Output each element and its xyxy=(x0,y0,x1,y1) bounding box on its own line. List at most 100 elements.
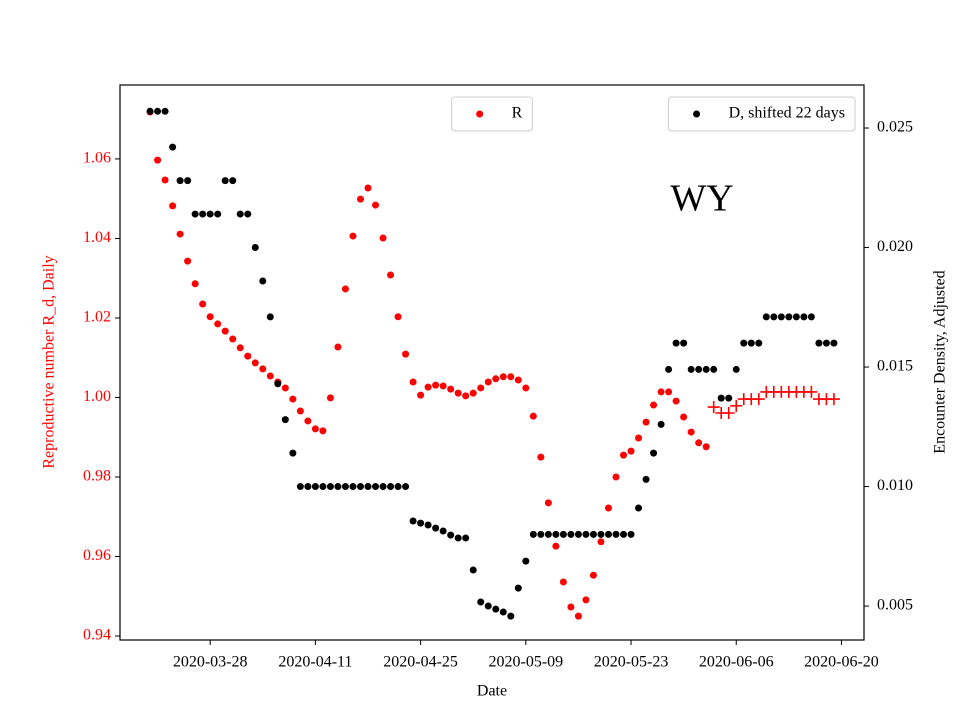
data-point xyxy=(169,143,177,151)
data-point xyxy=(432,524,440,532)
data-point xyxy=(161,107,169,115)
data-point xyxy=(259,277,267,285)
data-point xyxy=(364,184,372,192)
data-point xyxy=(544,499,552,507)
legend-marker xyxy=(476,110,484,118)
data-point xyxy=(214,320,222,328)
data-point xyxy=(469,389,477,397)
data-point xyxy=(612,473,620,481)
data-point xyxy=(529,530,537,538)
data-point xyxy=(214,210,222,218)
data-point xyxy=(379,234,387,242)
data-point xyxy=(680,339,688,347)
data-point xyxy=(334,483,342,491)
data-point xyxy=(274,380,282,388)
data-point xyxy=(722,406,735,419)
data-point xyxy=(154,156,162,164)
data-point xyxy=(454,389,462,397)
data-point xyxy=(244,352,252,360)
data-point xyxy=(394,313,402,321)
data-point xyxy=(462,534,470,542)
y2-tick-label: 0.005 xyxy=(877,597,913,614)
data-point xyxy=(650,401,658,409)
data-point xyxy=(805,385,818,398)
data-point xyxy=(439,382,447,390)
data-point xyxy=(514,376,522,384)
data-point xyxy=(236,344,244,352)
data-point xyxy=(785,313,793,321)
y-axis-label: Reproductive number R_d, Daily xyxy=(41,255,58,468)
data-point xyxy=(432,381,440,389)
data-point xyxy=(379,483,387,491)
data-point xyxy=(552,530,560,538)
data-point xyxy=(725,394,733,402)
data-point xyxy=(710,365,718,373)
data-point xyxy=(740,339,748,347)
data-point xyxy=(169,202,177,210)
data-point xyxy=(387,271,395,279)
data-point xyxy=(176,177,184,185)
data-point xyxy=(537,530,545,538)
legend-box xyxy=(451,96,533,132)
data-point xyxy=(807,313,815,321)
data-point xyxy=(424,521,432,529)
data-point xyxy=(604,504,612,512)
data-point xyxy=(499,608,507,616)
data-point xyxy=(514,584,522,592)
data-point xyxy=(394,483,402,491)
data-point xyxy=(492,375,500,383)
data-point xyxy=(402,483,410,491)
data-point xyxy=(349,232,357,240)
data-point xyxy=(695,365,703,373)
x-tick-label: 2020-03-28 xyxy=(173,654,248,671)
data-point xyxy=(620,530,628,538)
legend-label: D, shifted 22 days xyxy=(729,105,845,122)
data-point xyxy=(635,434,643,442)
data-point xyxy=(755,339,763,347)
data-point xyxy=(792,313,800,321)
data-point xyxy=(409,517,417,525)
data-point xyxy=(199,210,207,218)
data-point xyxy=(221,327,229,335)
data-point xyxy=(154,107,162,115)
data-point xyxy=(777,313,785,321)
y2-tick-label: 0.010 xyxy=(877,477,913,494)
data-point xyxy=(447,531,455,539)
data-point xyxy=(372,483,380,491)
data-point xyxy=(574,530,582,538)
data-point xyxy=(642,418,650,426)
data-point xyxy=(469,566,477,574)
y2-axis-label: Encounter Density, Adjusted xyxy=(932,270,949,453)
data-point xyxy=(417,391,425,399)
data-point xyxy=(620,451,628,459)
data-point xyxy=(762,313,770,321)
data-point xyxy=(206,313,214,321)
data-point xyxy=(191,280,199,288)
x-tick-label: 2020-06-06 xyxy=(699,654,774,671)
data-point xyxy=(356,483,364,491)
data-point xyxy=(770,313,778,321)
data-point xyxy=(229,177,237,185)
data-point xyxy=(454,534,462,542)
data-point xyxy=(319,427,327,435)
data-point xyxy=(582,596,590,604)
data-point xyxy=(589,571,597,579)
data-point xyxy=(800,313,808,321)
data-point xyxy=(604,530,612,538)
legend-label: R xyxy=(512,105,523,122)
data-point xyxy=(372,201,380,209)
legend: R xyxy=(451,96,533,132)
data-point xyxy=(687,365,695,373)
data-point xyxy=(574,612,582,620)
data-point xyxy=(184,177,192,185)
data-point xyxy=(752,393,765,406)
data-point xyxy=(612,530,620,538)
data-point xyxy=(334,343,342,351)
data-point xyxy=(296,483,304,491)
y-tick-label: 0.94 xyxy=(83,627,111,644)
data-point xyxy=(552,542,560,550)
data-point xyxy=(747,339,755,347)
data-point xyxy=(672,339,680,347)
data-point xyxy=(447,385,455,393)
